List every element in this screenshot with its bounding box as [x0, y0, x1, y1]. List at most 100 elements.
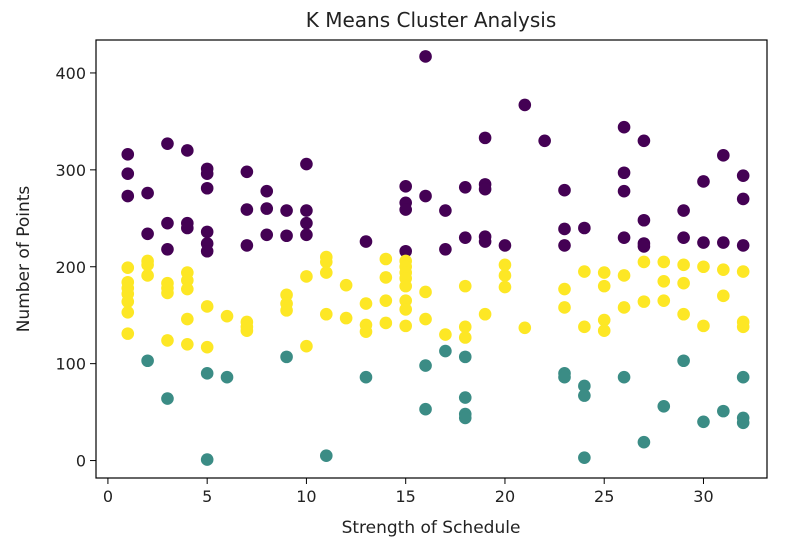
data-point	[220, 309, 234, 323]
data-point	[161, 137, 174, 150]
data-point	[439, 328, 452, 341]
data-point	[637, 213, 651, 227]
data-point	[300, 157, 313, 171]
data-point	[200, 244, 214, 258]
y-tick-label: 100	[55, 355, 86, 374]
data-point	[736, 239, 750, 252]
data-point	[657, 399, 671, 413]
data-point	[141, 258, 154, 272]
y-tick-label: 200	[55, 258, 86, 277]
data-point	[498, 258, 512, 272]
data-point	[617, 231, 631, 244]
data-point	[717, 236, 730, 249]
data-point	[141, 269, 154, 282]
data-point	[220, 370, 234, 384]
data-point	[141, 354, 154, 368]
data-point	[300, 204, 313, 217]
data-point	[399, 244, 412, 258]
data-point	[617, 166, 631, 180]
data-point	[280, 304, 293, 317]
data-point	[736, 370, 750, 384]
data-point	[379, 252, 393, 266]
data-point	[200, 181, 214, 195]
data-point	[161, 334, 174, 347]
data-point	[736, 416, 750, 430]
y-tick-label: 400	[55, 64, 86, 83]
data-point	[578, 320, 591, 334]
data-point	[597, 313, 611, 327]
data-point	[121, 295, 135, 308]
data-point	[280, 288, 293, 302]
data-point	[717, 289, 730, 303]
data-point	[319, 449, 333, 463]
data-point	[697, 415, 710, 429]
data-point	[578, 451, 591, 464]
x-tick-label: 5	[202, 487, 212, 506]
data-point	[161, 286, 174, 300]
x-axis-label: Strength of Schedule	[342, 518, 521, 538]
data-point	[200, 453, 214, 466]
data-point	[300, 228, 313, 242]
x-tick-label: 30	[693, 487, 713, 506]
data-point	[518, 321, 532, 335]
data-point	[478, 235, 492, 248]
data-point	[736, 192, 750, 206]
x-axis: 0 5 10 15 20 25 30	[103, 478, 714, 506]
data-point	[260, 228, 274, 242]
data-point	[677, 204, 690, 217]
data-point	[439, 243, 452, 256]
data-point	[458, 180, 472, 194]
data-point	[319, 266, 333, 279]
data-point	[240, 203, 254, 216]
data-point	[260, 184, 274, 198]
data-point	[578, 221, 591, 235]
data-point	[319, 307, 333, 321]
y-axis: 0 100 200 300 400	[55, 64, 96, 471]
data-point	[419, 402, 432, 416]
data-point	[677, 231, 690, 244]
data-point	[300, 216, 313, 230]
data-point	[498, 280, 512, 294]
data-point	[300, 339, 313, 353]
data-point	[121, 189, 135, 203]
data-point	[597, 266, 611, 279]
data-point	[677, 307, 690, 321]
x-tick-label: 25	[594, 487, 614, 506]
data-point	[141, 186, 154, 200]
data-point	[181, 274, 194, 287]
data-point	[498, 239, 512, 252]
data-point	[597, 324, 611, 338]
data-point	[657, 274, 671, 288]
data-point	[458, 350, 472, 364]
data-point	[637, 240, 651, 253]
data-point	[736, 169, 750, 182]
data-point	[538, 134, 551, 148]
data-point	[181, 282, 194, 296]
data-point	[439, 344, 452, 358]
data-point	[339, 311, 353, 325]
x-tick-label: 0	[103, 487, 113, 506]
data-point	[458, 231, 472, 244]
data-point	[637, 295, 651, 308]
data-point	[617, 120, 631, 134]
data-point	[141, 227, 154, 241]
data-point	[280, 204, 293, 217]
plot-area	[95, 39, 768, 479]
data-point	[121, 167, 135, 181]
data-point	[637, 134, 651, 148]
data-points	[121, 50, 750, 466]
data-point	[200, 225, 214, 239]
data-point	[399, 294, 412, 307]
data-point	[637, 255, 651, 269]
data-point	[359, 325, 373, 338]
data-point	[478, 131, 492, 145]
data-point	[458, 279, 472, 293]
data-point	[419, 189, 432, 203]
data-point	[379, 271, 393, 284]
data-point	[399, 303, 412, 316]
data-point	[677, 276, 690, 290]
data-point	[339, 278, 353, 292]
y-tick-label: 300	[55, 161, 86, 180]
data-point	[558, 222, 571, 236]
